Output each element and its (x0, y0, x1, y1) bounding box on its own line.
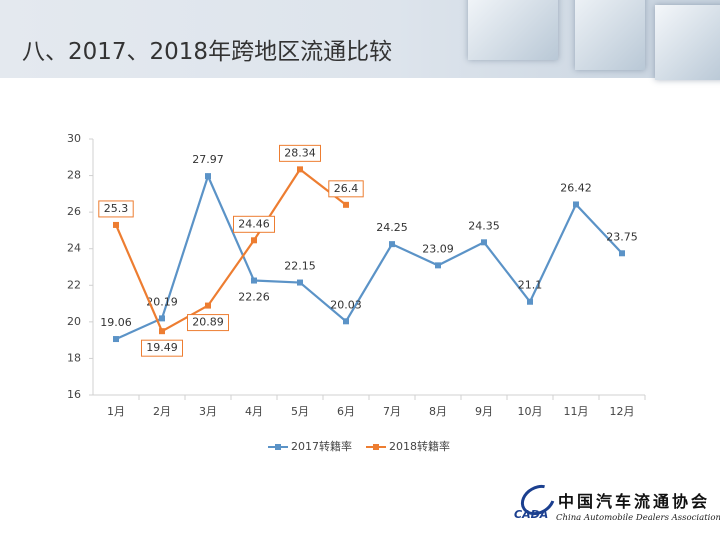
cube (468, 0, 558, 60)
y-tick-label: 30 (67, 132, 81, 145)
x-tick-label: 11月 (564, 405, 589, 418)
marker (481, 239, 487, 246)
cube (655, 5, 720, 80)
data-label: 23.75 (606, 230, 638, 243)
marker (389, 241, 395, 248)
x-tick-label: 2月 (153, 405, 171, 418)
logo-english: China Automobile Dealers Association (556, 513, 720, 523)
series-line (115, 173, 623, 341)
legend-marker (373, 444, 379, 450)
data-label: 26.42 (560, 181, 592, 194)
marker (205, 173, 211, 180)
marker (343, 201, 349, 208)
marker (251, 237, 257, 244)
label-box (98, 200, 134, 218)
data-label: 20.19 (146, 295, 178, 308)
data-label: 28.34 (284, 146, 316, 159)
marker (573, 201, 579, 208)
logo: CADA 中国汽车流通协会 China Automobile Dealers A… (512, 478, 720, 532)
data-label: 20.89 (192, 316, 224, 329)
data-label: 20.03 (330, 298, 362, 311)
x-tick-label: 12月 (610, 405, 635, 418)
logo-mark: CADA (514, 508, 549, 521)
logo-name: 中国汽车流通协会 (558, 492, 711, 511)
data-label: 19.06 (100, 316, 132, 329)
legend-label: 2017转籍率 (291, 439, 352, 453)
marker (343, 318, 349, 325)
x-tick-label: 10月 (518, 405, 543, 418)
cube (575, 0, 645, 70)
data-label: 26.4 (334, 182, 359, 195)
data-label: 27.97 (192, 153, 224, 166)
title: 八、2017、2018年跨地区流通比较 (22, 39, 393, 65)
y-tick-label: 20 (67, 315, 81, 328)
x-tick-label: 6月 (337, 405, 355, 418)
y-tick-label: 24 (67, 242, 81, 255)
header-band (0, 0, 720, 80)
x-tick-label: 3月 (199, 405, 217, 418)
x-tick-label: 9月 (475, 405, 493, 418)
marker (113, 221, 119, 228)
label-box (141, 339, 183, 357)
label-box (328, 180, 364, 198)
y-tick-label: 26 (67, 205, 81, 218)
x-tick-label: 1月 (107, 405, 125, 418)
y-tick-label: 18 (67, 351, 81, 364)
label-box (233, 215, 275, 233)
y-tick-label: 28 (67, 169, 81, 182)
y-tick-label: 16 (67, 388, 81, 401)
label-box (187, 314, 229, 332)
x-tick-label: 7月 (383, 405, 401, 418)
marker (159, 328, 165, 335)
data-label: 23.09 (422, 242, 454, 255)
legend-marker (275, 444, 281, 450)
series-line (114, 167, 347, 333)
data-label: 21.1 (518, 279, 543, 292)
legend-label: 2018转籍率 (389, 439, 450, 453)
label-box (279, 144, 321, 162)
x-tick-label: 8月 (429, 405, 447, 418)
marker (205, 302, 211, 309)
data-label: 24.46 (238, 217, 270, 230)
data-label: 22.26 (238, 291, 270, 304)
data-label: 24.25 (376, 221, 408, 234)
x-tick-label: 4月 (245, 405, 263, 418)
data-label: 25.3 (104, 202, 129, 215)
data-label: 24.35 (468, 219, 500, 232)
y-tick-label: 22 (67, 278, 81, 291)
marker (527, 298, 533, 305)
marker (251, 277, 257, 284)
marker (297, 279, 303, 286)
data-label: 22.15 (284, 260, 316, 273)
marker (435, 262, 441, 269)
marker (619, 250, 625, 257)
data-label: 19.49 (146, 341, 178, 354)
marker (159, 315, 165, 322)
marker (297, 166, 303, 173)
marker (113, 336, 119, 343)
x-tick-label: 5月 (291, 405, 309, 418)
